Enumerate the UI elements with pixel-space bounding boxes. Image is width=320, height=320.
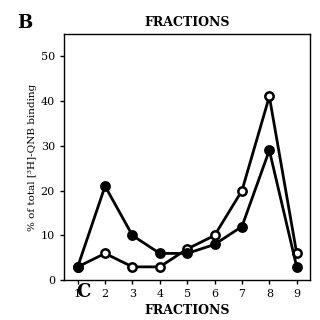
X-axis label: FRACTIONS: FRACTIONS — [144, 303, 230, 316]
Text: B: B — [17, 14, 32, 32]
Text: FRACTIONS: FRACTIONS — [144, 16, 230, 29]
Y-axis label: % of total [³H]-QNB binding: % of total [³H]-QNB binding — [28, 84, 36, 231]
Text: C: C — [76, 283, 91, 301]
